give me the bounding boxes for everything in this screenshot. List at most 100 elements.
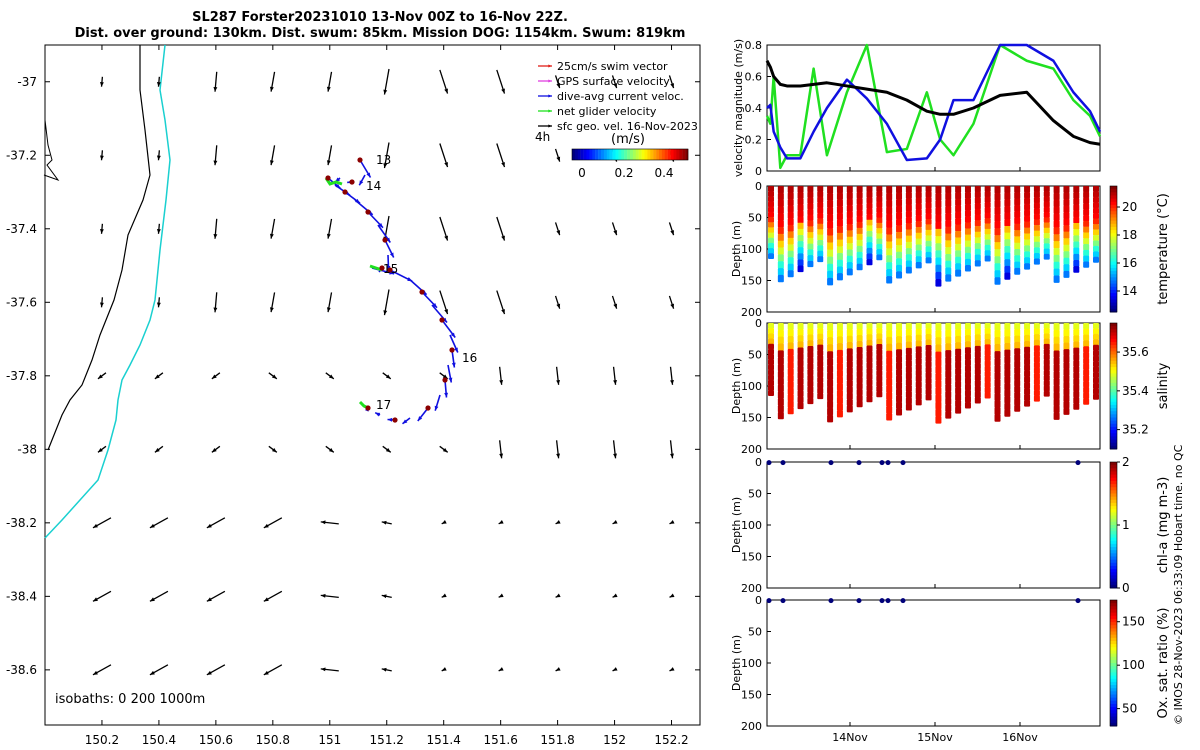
map-colorbar-segment bbox=[661, 149, 665, 160]
map-panel: 150.2 150.4 150.6 150.8 151 151.2 151.4 151.6 15… bbox=[6, 44, 701, 747]
profile-cell bbox=[1093, 372, 1099, 378]
profile-cell bbox=[945, 329, 952, 338]
profile-cell bbox=[827, 235, 834, 244]
profile-cell bbox=[1093, 366, 1099, 373]
colorbar-segment bbox=[1110, 404, 1117, 409]
colorbar-segment bbox=[1110, 338, 1117, 343]
profile-cell bbox=[1024, 233, 1031, 240]
profile-cell bbox=[1083, 197, 1090, 204]
sfc-geo-arrow-head bbox=[670, 380, 674, 385]
glider-position-dot bbox=[325, 175, 331, 181]
profile-cell bbox=[1073, 347, 1080, 355]
profile-cell bbox=[1073, 329, 1080, 336]
profile-cell bbox=[787, 342, 794, 350]
profile-cell bbox=[886, 343, 893, 352]
profile-cell bbox=[886, 323, 893, 331]
profile-cell bbox=[915, 256, 922, 263]
sfc-geo-arrow-head bbox=[556, 380, 561, 385]
profile-cell bbox=[1093, 382, 1099, 389]
sfc-geo-arrow-head bbox=[441, 667, 447, 671]
glider-position-dot bbox=[342, 189, 348, 195]
surface-sample-dot bbox=[885, 598, 891, 604]
profile-cell bbox=[1063, 199, 1070, 207]
profile-cell bbox=[935, 186, 942, 194]
profile-cell bbox=[768, 237, 774, 244]
profile-cell bbox=[876, 196, 883, 203]
colorbar-segment bbox=[1110, 703, 1117, 708]
profile-cell bbox=[817, 245, 824, 252]
colorbar-tick-label: 14 bbox=[1122, 284, 1137, 298]
colorbar-segment bbox=[1110, 606, 1117, 610]
sfc-geo-arrow-head bbox=[613, 83, 618, 89]
dive-avg-arrow-head bbox=[454, 347, 458, 353]
depth-tick-label: 0 bbox=[755, 594, 762, 607]
profile-cell bbox=[866, 191, 873, 198]
profile-cell bbox=[974, 328, 981, 335]
profile-cell bbox=[876, 365, 883, 371]
profile-cell bbox=[945, 199, 952, 207]
profile-cell bbox=[1033, 208, 1040, 215]
profile-cell bbox=[915, 340, 922, 347]
profile-cell bbox=[935, 408, 942, 417]
profile-cell bbox=[807, 214, 814, 222]
profile-cell bbox=[1093, 207, 1099, 214]
profile-cell bbox=[964, 240, 971, 248]
colorbar-segment bbox=[1110, 477, 1117, 482]
profile-cell bbox=[787, 211, 794, 219]
profile-cell bbox=[896, 355, 903, 363]
colorbar-segment bbox=[1110, 411, 1117, 415]
profile-cell bbox=[827, 351, 834, 359]
profile-cell bbox=[1033, 191, 1040, 198]
profile-cell bbox=[856, 328, 863, 336]
profile-cell bbox=[1024, 203, 1031, 211]
profile-cell bbox=[945, 370, 952, 378]
profile-cell bbox=[1014, 249, 1021, 256]
profile-cell bbox=[1093, 328, 1099, 335]
profile-cell bbox=[1043, 196, 1050, 203]
colorbar-segment bbox=[1110, 484, 1117, 488]
sfc-geo-arrow-head bbox=[326, 86, 331, 92]
profile-cell bbox=[1033, 252, 1040, 260]
colorbar-segment bbox=[1110, 722, 1117, 727]
profile-cell bbox=[1073, 335, 1080, 342]
profile-cell bbox=[876, 212, 883, 219]
colorbar-segment bbox=[1110, 373, 1117, 378]
profile-cell bbox=[915, 363, 922, 371]
depth-tick-label: 200 bbox=[741, 443, 762, 456]
colorbar-segment bbox=[1110, 420, 1117, 425]
profile-cell bbox=[1043, 201, 1050, 208]
profile-cell bbox=[945, 274, 952, 282]
figure-subtitle: Dist. over ground: 130km. Dist. swum: 85… bbox=[74, 26, 686, 41]
profile-cell bbox=[886, 199, 893, 208]
profile-cell bbox=[915, 352, 922, 359]
profile-cell bbox=[974, 385, 981, 393]
surface-sample-dot bbox=[780, 598, 786, 604]
colorbar-tick-label: 35.4 bbox=[1122, 384, 1149, 398]
profile-cell bbox=[935, 358, 942, 367]
profile-cell bbox=[925, 350, 932, 357]
profile-cell bbox=[925, 366, 932, 373]
profile-cell bbox=[1053, 323, 1060, 331]
profile-cell bbox=[886, 350, 893, 359]
isobaths-label: isobaths: 0 200 1000m bbox=[55, 692, 205, 707]
profile-cell bbox=[866, 373, 873, 380]
profile-cell bbox=[1093, 240, 1099, 247]
profile-cell bbox=[866, 396, 873, 403]
profile-cell bbox=[777, 233, 784, 242]
profile-cell bbox=[856, 340, 863, 348]
profile-cell bbox=[1033, 197, 1040, 204]
profile-cell bbox=[856, 352, 863, 360]
profile-cell bbox=[807, 363, 814, 370]
profile-cell bbox=[955, 198, 962, 206]
colorbar-segment bbox=[1110, 600, 1117, 604]
profile-cell bbox=[984, 250, 991, 257]
profile-cell bbox=[1083, 232, 1090, 239]
sfc-geo-arrow-head bbox=[444, 162, 448, 168]
profile-cell bbox=[866, 368, 873, 375]
profile-cell bbox=[905, 397, 912, 405]
colorbar-segment bbox=[1110, 550, 1117, 554]
map-colorbar-segment bbox=[612, 149, 616, 160]
profile-cell bbox=[1063, 244, 1070, 252]
sfc-geo-arrow-head bbox=[499, 453, 504, 459]
profile-cell bbox=[984, 218, 991, 224]
